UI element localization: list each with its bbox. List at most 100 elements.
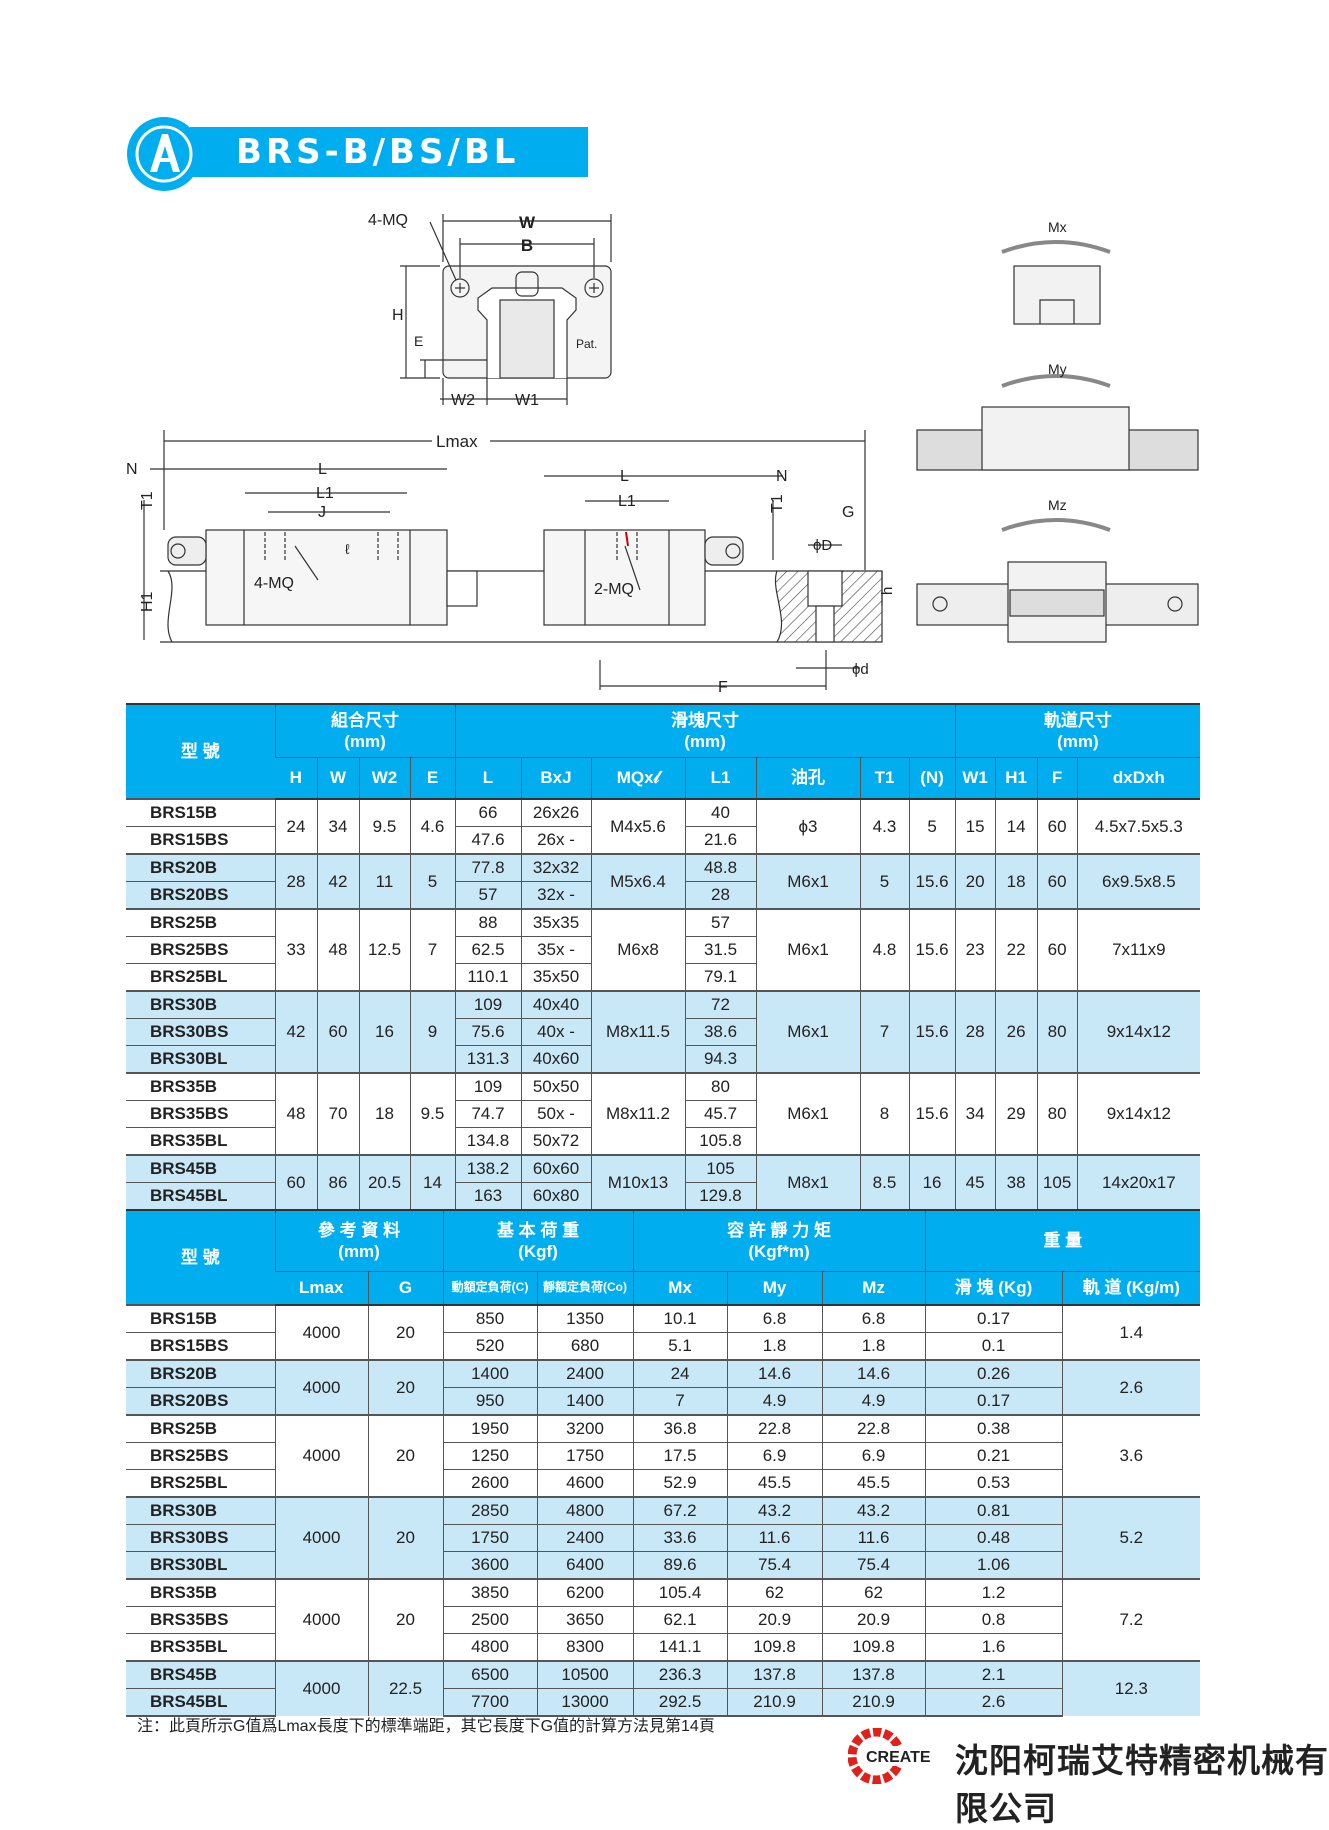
cell-my: 75.4: [726, 1551, 823, 1579]
model-cell: BRS30B: [126, 1496, 275, 1525]
cell-bxj: 32x -: [520, 881, 591, 909]
column-header: 滑 塊 (Kg): [924, 1270, 1063, 1306]
model-cell: BRS35B: [126, 1072, 275, 1101]
header-text: (mm): [684, 731, 726, 751]
cell-bxj: 26x -: [520, 826, 591, 854]
cell-mz: 6.8: [821, 1304, 926, 1333]
cell-l: 134.8: [454, 1127, 521, 1155]
model-cell: BRS45B: [126, 1660, 275, 1689]
cell-bxj: 35x35: [520, 908, 591, 937]
cell-dxdxh: 7x11x9: [1076, 908, 1201, 991]
table-row: BRS30BS 75.6 40x - 38.6: [126, 1018, 1200, 1046]
table-row: BRS20B 28 42 11 5 77.8 32x32 M5x6.4 48.8 M6x1 5 15.…: [126, 853, 1201, 909]
cell-rail-weight: 2.6: [1061, 1359, 1201, 1415]
table-row: BRS30BS 1750 2400 33.6 11.6 11.6 0.48: [126, 1524, 1200, 1552]
cell-dynamic-load: 6500: [442, 1660, 538, 1689]
dim-j-label: J: [318, 504, 326, 521]
dim-l1-left-label: L1: [316, 485, 334, 502]
cell-block-weight: 0.21: [924, 1442, 1063, 1470]
moment-mz-label: Mz: [1048, 497, 1067, 513]
cell-static-load: 1400: [536, 1387, 634, 1415]
table-row: BRS25BL 2600 4600 52.9 45.5 45.5 0.53: [126, 1469, 1200, 1497]
model-cell: BRS15B: [126, 798, 275, 827]
cell-mx: 36.8: [632, 1414, 728, 1443]
cell-mz: 75.4: [821, 1551, 926, 1579]
header-model: 型 號: [126, 1209, 275, 1305]
table-row: BRS25B 33 48 12.5 7 88 35x35 M6x8 57 M6x1 4.8 15.6 2…: [126, 908, 1201, 991]
header-static-moment: 容 許 靜 力 矩 (Kgf*m): [632, 1209, 926, 1271]
table-row: BRS15B 24 34 9.5 4.6 66 26x26 M4x5.6 40 ϕ3 4.3 5 15 1…: [126, 798, 1201, 854]
table-row: BRS20B 4000 20 1400 2400 24 14.6 14.6 0.26 2.6: [126, 1359, 1201, 1415]
cell-mz: 137.8: [821, 1660, 926, 1689]
dim-w2-label: W2: [451, 392, 475, 409]
cell-dynamic-load: 520: [442, 1332, 538, 1360]
cell-h1: 38: [994, 1154, 1038, 1210]
dim-f-label: F: [718, 679, 728, 696]
column-header: 動額定負荷(C): [442, 1270, 538, 1306]
cell-l1: 105.8: [684, 1127, 756, 1155]
cell-mx: 105.4: [632, 1578, 728, 1607]
cell-block-weight: 2.1: [924, 1660, 1063, 1689]
model-cell: BRS35BS: [126, 1606, 275, 1634]
cell-w2: 9.5: [358, 798, 410, 854]
column-header: dxDxh: [1076, 756, 1201, 800]
load-rating-table: 型 號 參 考 資 料 (mm) 基 本 荷 重 (Kgf) 容 許 靜 力 矩 (K…: [126, 1209, 1201, 1717]
dim-t1-left-label: T1: [139, 491, 156, 510]
cell-mx: 5.1: [632, 1332, 728, 1360]
cell-w: 48: [316, 908, 359, 991]
cell-w: 86: [316, 1154, 359, 1210]
cell-my: 14.6: [726, 1359, 823, 1388]
model-cell: BRS25BL: [126, 963, 275, 991]
cell-my: 45.5: [726, 1469, 823, 1497]
cell-dynamic-load: 2850: [442, 1496, 538, 1525]
cell-oil-hole: M6x1: [755, 990, 860, 1073]
column-header: W: [316, 756, 359, 800]
cell-mx: 52.9: [632, 1469, 728, 1497]
cell-l1: 57: [684, 908, 756, 937]
cell-static-load: 4600: [536, 1469, 634, 1497]
cell-l: 109: [454, 1072, 521, 1101]
cell-bxj: 40x -: [520, 1018, 591, 1046]
cell-bxj: 50x50: [520, 1072, 591, 1101]
cell-my: 137.8: [726, 1660, 823, 1689]
cell-f: 60: [1036, 908, 1078, 991]
cell-e: 9: [409, 990, 455, 1073]
column-header: BxJ: [520, 756, 591, 800]
dim-n-right-label: N: [776, 468, 788, 485]
table-row: BRS35B 4000 20 3850 6200 105.4 62 62 1.2 7.2: [126, 1578, 1201, 1661]
cell-l: 74.7: [454, 1100, 521, 1128]
table-row: BRS35BS 74.7 50x - 45.7: [126, 1100, 1200, 1128]
cell-l1: 94.3: [684, 1045, 756, 1073]
header-basic-load: 基 本 荷 重 (Kgf): [442, 1209, 634, 1271]
cell-static-load: 6200: [536, 1578, 634, 1607]
model-cell: BRS25B: [126, 1414, 275, 1443]
dim-t1-right-label: T1: [769, 494, 786, 513]
header-weight: 重 量: [924, 1209, 1201, 1271]
cell-n: 16: [908, 1154, 956, 1210]
cell-dynamic-load: 1250: [442, 1442, 538, 1470]
cell-dynamic-load: 4800: [442, 1633, 538, 1661]
model-cell: BRS20BS: [126, 1387, 275, 1415]
cell-my: 6.9: [726, 1442, 823, 1470]
cell-l: 57: [454, 881, 521, 909]
cell-t1: 4.3: [859, 798, 909, 854]
cell-oil-hole: M6x1: [755, 908, 860, 991]
cell-my: 20.9: [726, 1606, 823, 1634]
table-row: BRS20BS 57 32x - 28: [126, 881, 1200, 909]
cell-dynamic-load: 2500: [442, 1606, 538, 1634]
cell-oil-hole: M6x1: [755, 853, 860, 909]
dim-phi-d-lower-label: ϕd: [852, 661, 869, 678]
dim-h-depth-label: h: [879, 587, 896, 595]
cell-bxj: 26x26: [520, 798, 591, 827]
cell-dynamic-load: 3600: [442, 1551, 538, 1579]
cell-mx: 67.2: [632, 1496, 728, 1525]
cell-rail-weight: 1.4: [1061, 1304, 1201, 1360]
table-row: BRS30B 4000 20 2850 4800 67.2 43.2 43.2 0.81 5.2: [126, 1496, 1201, 1579]
model-cell: BRS30BS: [126, 1018, 275, 1046]
header-text: 型 號: [180, 1248, 220, 1267]
cell-lmax: 4000: [274, 1578, 368, 1661]
cell-mz: 6.9: [821, 1442, 926, 1470]
cell-l1: 129.8: [684, 1182, 756, 1211]
header-text: (mm): [1057, 731, 1099, 751]
cell-mq: M8x11.2: [590, 1072, 685, 1155]
